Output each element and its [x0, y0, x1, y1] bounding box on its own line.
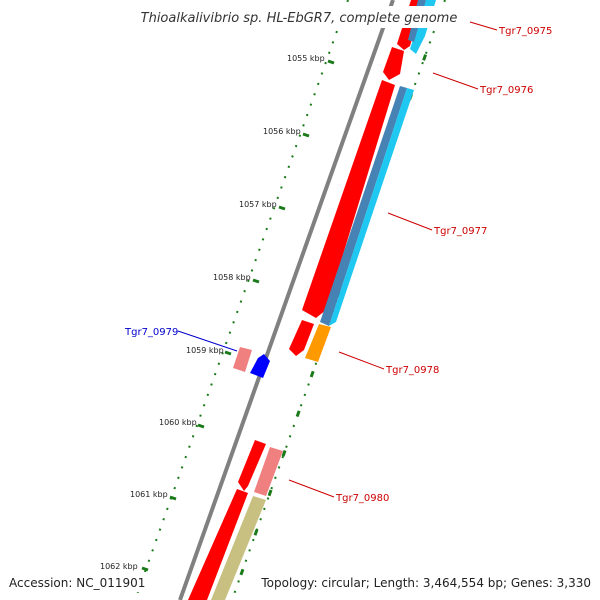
tick-label-1062: 1062 kbp [100, 562, 138, 571]
callout-line-tgr7-0976 [432, 72, 479, 90]
gene-label-tgr7-0976[interactable]: Tgr7_0976 [479, 85, 533, 96]
tick-label-1061: 1061 kbp [130, 490, 168, 499]
gene-label-tgr7-0977[interactable]: Tgr7_0977 [433, 226, 487, 237]
callout-line-tgr7-0978 [338, 351, 385, 370]
gene-label-tgr7-0978[interactable]: Tgr7_0978 [385, 365, 439, 376]
cds-tgr7-0977 [302, 80, 395, 318]
footer-backdrop-left [6, 572, 148, 592]
topology-summary-text: Topology: circular; Length: 3,464,554 bp… [260, 576, 591, 590]
tick-label-1058: 1058 kbp [213, 273, 251, 282]
cog-tgr7-0977-sky [329, 88, 414, 326]
footer-backdrop-right [258, 572, 594, 592]
gene-label-tgr7-0980[interactable]: Tgr7_0980 [335, 493, 389, 504]
callout-line-tgr7-0979 [177, 330, 238, 352]
tick-label-1057: 1057 kbp [239, 200, 277, 209]
tick-label-1060: 1060 kbp [159, 418, 197, 427]
tick-label-1055: 1055 kbp [287, 54, 325, 63]
cog-tgr7-0977-steel [320, 86, 407, 326]
cds-tgr7-0978 [289, 320, 314, 356]
cds-tgr7-0980-pink [254, 447, 283, 496]
cds-tgr7-0979-pink [233, 347, 252, 372]
map-title: Thioalkalivibrio sp. HL-EbGR7, complete … [141, 11, 458, 26]
gene-label-tgr7-0975[interactable]: Tgr7_0975 [498, 26, 552, 37]
cds-tgr7-0976 [383, 47, 404, 80]
tick-label-1056: 1056 kbp [263, 127, 301, 136]
callout-line-tgr7-0980 [288, 479, 335, 498]
callout-line-tgr7-0975 [469, 21, 498, 31]
accession-text: Accession: NC_011901 [9, 576, 145, 590]
genome-backbone [178, 0, 395, 600]
rna-tgr7-0979 [250, 354, 270, 378]
cog-tgr7-0978-orange [305, 324, 331, 362]
cds-next-red [188, 489, 248, 600]
cog-khaki-lower [211, 496, 266, 600]
cds-tgr7-0980 [238, 440, 266, 491]
callout-line-tgr7-0977 [387, 212, 433, 231]
title-backdrop [128, 6, 470, 28]
gene-label-tgr7-0979[interactable]: Tgr7_0979 [124, 327, 178, 338]
tick-label-1059: 1059 kbp [186, 346, 224, 355]
ruler-inner-ticks [141, 59, 335, 572]
